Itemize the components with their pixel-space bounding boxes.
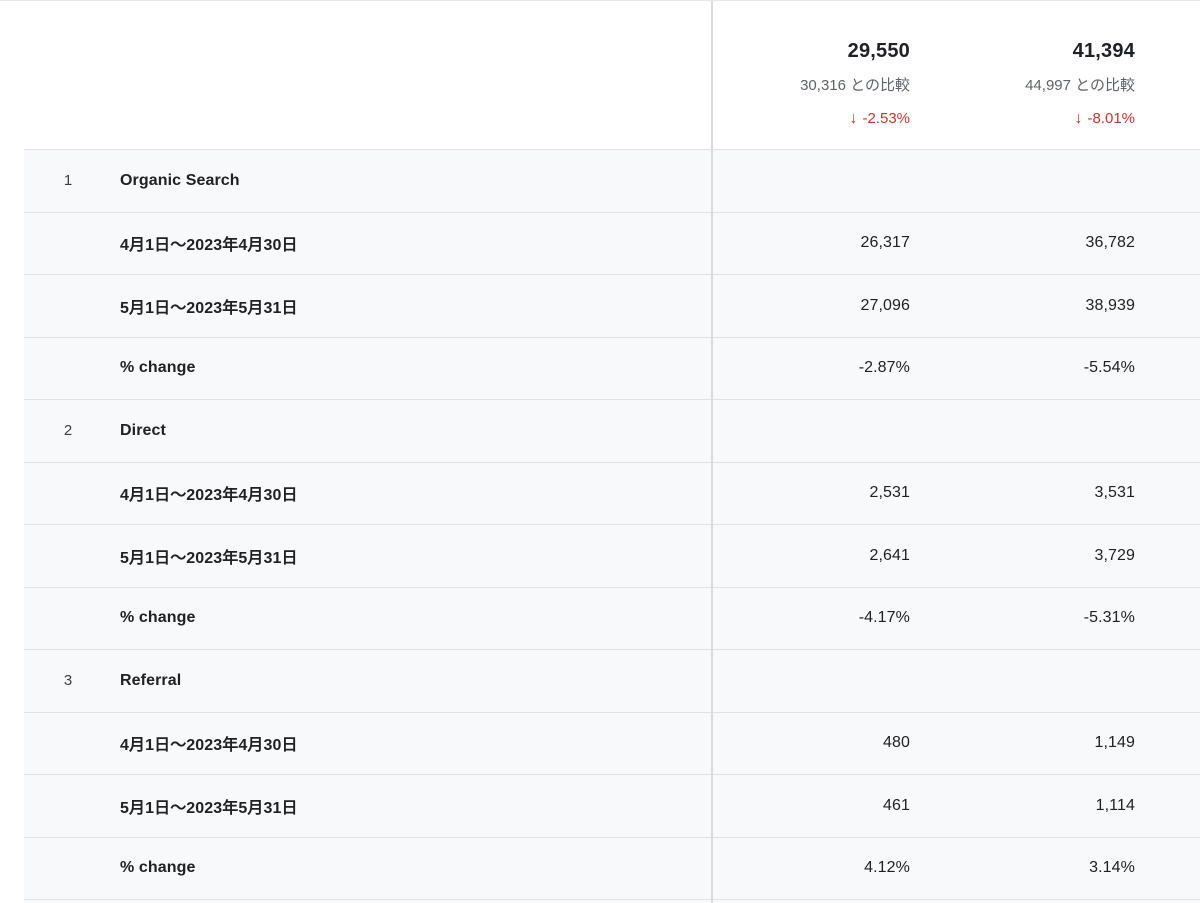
channel-name: Referral <box>120 671 182 689</box>
period-row: 4月1日〜2023年4月30日 26,317 36,782 <box>24 211 1200 274</box>
metric-value-1: 26,317 <box>860 234 910 252</box>
metric-value-1: 4.12% <box>864 859 910 877</box>
table-header: 29,550 30,316 との比較 ↓ -2.53% 41,394 44,99… <box>0 1 1200 149</box>
channel-row-direct: 2 Direct <box>24 399 1200 462</box>
period-label: 5月1日〜2023年5月31日 <box>120 799 298 817</box>
partial-row <box>24 899 1200 903</box>
metric-value-1: -2.87% <box>858 359 910 377</box>
row-index: 2 <box>63 422 73 440</box>
metric-value-2: 36,782 <box>1085 234 1135 252</box>
period-label: 4月1日〜2023年4月30日 <box>120 487 298 505</box>
metric-total: 29,550 <box>847 40 910 62</box>
channel-name: Organic Search <box>120 171 240 189</box>
metric-value-2: 3.14% <box>1089 859 1135 877</box>
arrow-down-icon: ↓ <box>1074 110 1083 127</box>
metric-value-1: 2,531 <box>869 484 910 502</box>
metric-value-1: 27,096 <box>860 296 910 314</box>
period-row: 5月1日〜2023年5月31日 2,641 3,729 <box>24 524 1200 587</box>
metric-total: 41,394 <box>1072 40 1135 62</box>
metric-comparison: 30,316 との比較 <box>800 77 910 94</box>
metric-change: ↓ -8.01% <box>1074 109 1135 129</box>
pct-change-row: % change -2.87% -5.54% <box>24 336 1200 399</box>
pct-change-row: % change -4.17% -5.31% <box>24 586 1200 649</box>
period-label: 4月1日〜2023年4月30日 <box>120 237 298 255</box>
row-index: 1 <box>63 172 73 190</box>
metric-change-value: -2.53% <box>862 110 910 127</box>
metric-value-1: 480 <box>883 734 910 752</box>
table-body: 1 Organic Search 4月1日〜2023年4月30日 26,317 … <box>24 149 1200 903</box>
period-row: 5月1日〜2023年5月31日 461 1,114 <box>24 774 1200 837</box>
metric-change-value: -8.01% <box>1087 110 1135 127</box>
metric-summary-2: 41,394 44,997 との比較 ↓ -8.01% <box>1025 39 1135 129</box>
period-row: 4月1日〜2023年4月30日 2,531 3,531 <box>24 461 1200 524</box>
column-divider <box>711 1 713 903</box>
metric-value-2: -5.54% <box>1083 359 1135 377</box>
pct-change-row: % change 4.12% 3.14% <box>24 836 1200 899</box>
period-label: 5月1日〜2023年5月31日 <box>120 299 298 317</box>
channel-row-referral: 3 Referral <box>24 649 1200 712</box>
period-label: 4月1日〜2023年4月30日 <box>120 737 298 755</box>
period-row: 5月1日〜2023年5月31日 27,096 38,939 <box>24 274 1200 337</box>
pct-change-label: % change <box>120 359 196 377</box>
metric-value-2: -5.31% <box>1083 609 1135 627</box>
row-index: 3 <box>63 672 73 690</box>
metric-value-2: 1,149 <box>1094 734 1135 752</box>
metric-value-1: 2,641 <box>869 546 910 564</box>
metric-summary-1: 29,550 30,316 との比較 ↓ -2.53% <box>800 39 910 129</box>
channel-row-organic-search: 1 Organic Search <box>24 149 1200 212</box>
period-row: 4月1日〜2023年4月30日 480 1,149 <box>24 711 1200 774</box>
metric-value-2: 38,939 <box>1085 296 1135 314</box>
arrow-down-icon: ↓ <box>849 110 858 127</box>
metric-value-1: 461 <box>883 796 910 814</box>
metric-value-1: -4.17% <box>858 609 910 627</box>
pct-change-label: % change <box>120 859 196 877</box>
metric-change: ↓ -2.53% <box>849 109 910 129</box>
metric-value-2: 3,531 <box>1094 484 1135 502</box>
metric-comparison: 44,997 との比較 <box>1025 77 1135 94</box>
channel-name: Direct <box>120 421 166 439</box>
metric-value-2: 3,729 <box>1094 546 1135 564</box>
period-label: 5月1日〜2023年5月31日 <box>120 549 298 567</box>
metric-value-2: 1,114 <box>1095 796 1135 814</box>
pct-change-label: % change <box>120 609 196 627</box>
